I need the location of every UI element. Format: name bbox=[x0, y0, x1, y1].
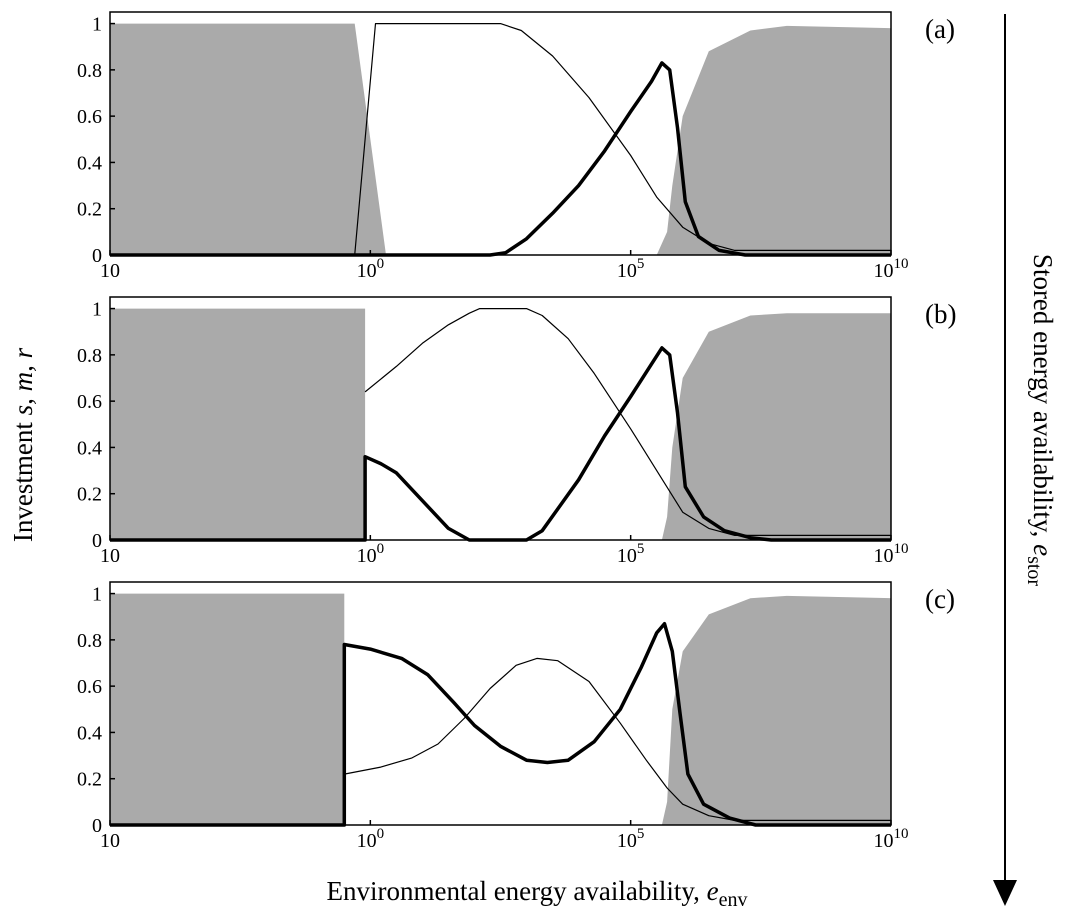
y-tick-label: 1 bbox=[92, 299, 102, 321]
thick-line bbox=[110, 621, 891, 827]
x-tick-label: 10 bbox=[100, 260, 120, 282]
plot-frame bbox=[109, 296, 892, 541]
shaded-area bbox=[110, 593, 891, 825]
x-tick-label: 10 bbox=[100, 545, 120, 567]
right-axis-title: Stored energy availability, estor bbox=[1023, 254, 1058, 586]
x-tick-label: 1010 bbox=[874, 826, 909, 852]
y-tick-label: 0.8 bbox=[77, 345, 102, 367]
panel-label: (a) bbox=[925, 14, 955, 44]
plot-frame bbox=[109, 581, 892, 826]
y-tick-label: 0.4 bbox=[77, 152, 102, 174]
shaded-area bbox=[110, 23, 891, 255]
y-tick-label: 0.8 bbox=[77, 60, 102, 82]
thin-line bbox=[344, 657, 891, 822]
y-tick-label: 0.2 bbox=[77, 769, 102, 791]
x-tick-label: 105 bbox=[617, 541, 645, 567]
shaded-area bbox=[110, 308, 891, 540]
panel-label: (b) bbox=[925, 299, 956, 329]
x-tick-label: 105 bbox=[617, 256, 645, 282]
y-tick-label: 1 bbox=[92, 14, 102, 36]
y-tick-label: 1 bbox=[92, 584, 102, 606]
plot-frame bbox=[109, 11, 892, 256]
x-tick-label: 100 bbox=[357, 541, 385, 567]
stored-energy-arrowhead bbox=[993, 880, 1017, 906]
x-tick-label: 105 bbox=[617, 826, 645, 852]
thick-line bbox=[110, 346, 891, 542]
x-tick-label: 1010 bbox=[874, 541, 909, 567]
y-tick-label: 0.6 bbox=[77, 106, 102, 128]
panel-label: (c) bbox=[925, 584, 955, 614]
y-tick-label: 0 bbox=[92, 245, 102, 267]
panel-a: 0 0.2 0.4 0.6 0.8 1 10 100 105 1010 (a) bbox=[77, 11, 955, 282]
y-tick-label: 0.4 bbox=[77, 437, 102, 459]
panel-b: 0 0.2 0.4 0.6 0.8 1 10 100 105 1010 (b) bbox=[77, 296, 956, 567]
panel-c: 0 0.2 0.4 0.6 0.8 1 10 100 105 1010 (c) bbox=[77, 581, 955, 852]
x-tick-label: 10 bbox=[100, 830, 120, 852]
y-tick-label: 0.2 bbox=[77, 484, 102, 506]
y-tick-label: 0.4 bbox=[77, 722, 102, 744]
x-tick-label: 100 bbox=[357, 256, 385, 282]
x-tick-label: 1010 bbox=[874, 256, 909, 282]
y-tick-label: 0 bbox=[92, 815, 102, 837]
y-tick-label: 0.6 bbox=[77, 676, 102, 698]
y-axis-title: Investment s, m, r bbox=[8, 347, 38, 542]
thin-line bbox=[364, 308, 891, 537]
y-tick-label: 0.2 bbox=[77, 199, 102, 221]
x-tick-label: 100 bbox=[357, 826, 385, 852]
x-axis-title: Environmental energy availability, eenv bbox=[326, 876, 747, 911]
y-tick-label: 0.8 bbox=[77, 630, 102, 652]
y-tick-label: 0.6 bbox=[77, 391, 102, 413]
y-tick-label: 0 bbox=[92, 530, 102, 552]
thick-line bbox=[110, 61, 891, 257]
